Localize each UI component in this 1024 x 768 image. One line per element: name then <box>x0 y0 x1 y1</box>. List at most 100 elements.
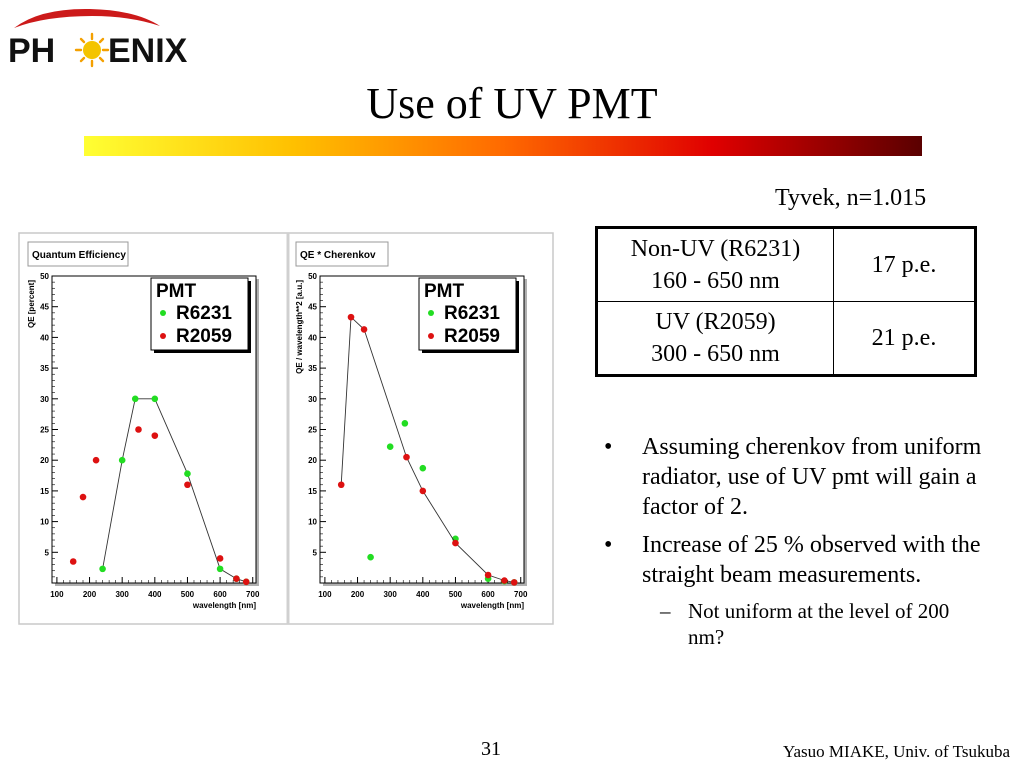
data-point-r2059 <box>403 453 410 461</box>
pmt-cell: UV (R2059) 300 - 650 nm <box>596 301 834 376</box>
legend-marker <box>428 333 434 339</box>
y-axis-label: QE [percent] <box>27 280 36 328</box>
results-table: Non-UV (R6231) 160 - 650 nm 17 p.e. UV (… <box>595 226 977 377</box>
slide-title: Use of UV PMT <box>366 79 658 128</box>
sub-bullet-item: – Not uniform at the level of 200 nm? <box>604 598 984 650</box>
y-axis-label: QE / wavelength**2 [a.u.] <box>295 280 304 374</box>
pmt-name: UV (R2059) <box>655 309 776 335</box>
data-point-r2059 <box>360 326 368 333</box>
y-tick-label: 10 <box>40 518 49 527</box>
x-tick-label: 300 <box>115 590 129 599</box>
legend-title: PMT <box>424 281 465 302</box>
bullet-dot-icon: • <box>604 532 613 558</box>
pe-value: 17 p.e. <box>833 227 976 302</box>
footer-author: Yasuo MIAKE, Univ. of Tsukuba <box>782 742 1010 761</box>
data-point-r2059 <box>347 313 355 321</box>
y-tick-label: 40 <box>308 333 317 342</box>
bullet-list: • Assuming cherenkov from uniform radiat… <box>604 432 984 650</box>
chart-title: QE * Cherenkov <box>300 250 376 261</box>
logo-text-left: PH <box>8 32 55 70</box>
material-note: Tyvek, n=1.015 <box>775 185 927 211</box>
data-point-r2059 <box>216 555 224 562</box>
bullet-item: • Increase of 25 % observed with the str… <box>604 530 984 590</box>
chart-panel: Quantum Efficiency 5 10 15 20 25 30 35 40 45 50 100… <box>27 241 260 610</box>
x-tick-label: 200 <box>83 590 97 599</box>
legend-label: R6231 <box>176 303 232 324</box>
table-row: UV (R2059) 300 - 650 nm 21 p.e. <box>596 301 976 376</box>
y-tick-label: 45 <box>308 303 317 312</box>
y-tick-label: 40 <box>40 333 49 342</box>
x-tick-label: 400 <box>148 590 162 599</box>
pe-value: 21 p.e. <box>833 301 976 376</box>
data-point-r2059 <box>233 575 240 583</box>
page-number: 31 <box>481 738 501 760</box>
legend-box <box>418 277 517 351</box>
y-tick-label: 5 <box>45 548 50 557</box>
data-point-r2059 <box>510 579 518 586</box>
pmt-name: Non-UV (R6231) <box>630 236 801 262</box>
logo-text-right: ENIX <box>108 32 188 70</box>
data-point-r2059 <box>242 578 250 586</box>
y-tick-label: 20 <box>40 456 49 465</box>
y-tick-label: 25 <box>308 426 317 435</box>
legend-label: R6231 <box>444 303 500 324</box>
y-tick-label: 30 <box>40 395 49 404</box>
y-tick-label: 50 <box>308 272 317 281</box>
y-tick-label: 30 <box>308 395 317 404</box>
data-point-r2059 <box>69 558 77 565</box>
x-tick-label: 100 <box>318 590 332 599</box>
legend-label: R2059 <box>444 326 500 347</box>
legend-marker <box>160 310 166 316</box>
legend-title: PMT <box>156 281 197 302</box>
y-tick-label: 35 <box>308 364 317 373</box>
x-axis-label: wavelength [nm] <box>192 601 256 610</box>
data-point-r2059 <box>419 487 427 495</box>
x-tick-label: 700 <box>514 590 528 599</box>
data-point-r6231 <box>131 395 139 403</box>
table-row: Non-UV (R6231) 160 - 650 nm 17 p.e. <box>596 227 976 302</box>
bullet-text: Increase of 25 % observed with the strai… <box>642 532 981 588</box>
y-tick-label: 35 <box>40 364 49 373</box>
chart-title: Quantum Efficiency <box>32 250 126 261</box>
data-point-r2059 <box>184 481 191 489</box>
chart-panel: QE * Cherenkov 5 10 15 20 25 30 35 40 45 50 100 200 3… <box>295 241 528 610</box>
data-point-r6231 <box>184 470 191 478</box>
sun-icon <box>74 32 110 68</box>
data-point-r6231 <box>151 395 159 403</box>
sub-bullet-text: Not uniform at the level of 200 nm? <box>688 599 950 649</box>
gradient-divider <box>84 136 922 156</box>
data-point-r6231 <box>367 553 374 561</box>
pmt-range: 160 - 650 nm <box>651 268 780 294</box>
x-tick-label: 500 <box>449 590 463 599</box>
x-tick-label: 200 <box>351 590 365 599</box>
data-point-r2059 <box>501 577 508 584</box>
legend-marker <box>160 333 166 339</box>
y-tick-label: 20 <box>308 456 317 465</box>
x-tick-label: 100 <box>50 590 64 599</box>
y-tick-label: 10 <box>308 518 317 527</box>
x-tick-label: 500 <box>181 590 195 599</box>
data-point-r2059 <box>452 539 459 547</box>
chart-title-box <box>27 241 129 267</box>
legend-marker <box>428 310 434 316</box>
y-tick-label: 50 <box>40 272 49 281</box>
data-point-r6231 <box>401 420 409 427</box>
legend-box <box>150 277 249 351</box>
chart-title-box <box>295 241 389 267</box>
data-point-r2059 <box>151 432 159 439</box>
data-point-r2059 <box>79 493 87 501</box>
data-point-r6231 <box>99 565 106 573</box>
x-tick-label: 600 <box>213 590 227 599</box>
y-tick-label: 15 <box>40 487 49 496</box>
bullet-dot-icon: • <box>604 434 613 460</box>
data-point-r2059 <box>92 456 100 464</box>
data-point-r6231 <box>419 464 427 472</box>
x-tick-label: 600 <box>481 590 495 599</box>
y-tick-label: 45 <box>40 303 49 312</box>
x-tick-label: 700 <box>246 590 260 599</box>
bullet-item: • Assuming cherenkov from uniform radiat… <box>604 432 984 522</box>
data-point-r2059 <box>484 571 492 579</box>
dash-icon: – <box>660 599 671 623</box>
charts-area: Quantum Efficiency 5 10 15 20 25 30 35 40 45 50 100… <box>18 232 554 625</box>
data-point-r2059 <box>135 426 142 433</box>
